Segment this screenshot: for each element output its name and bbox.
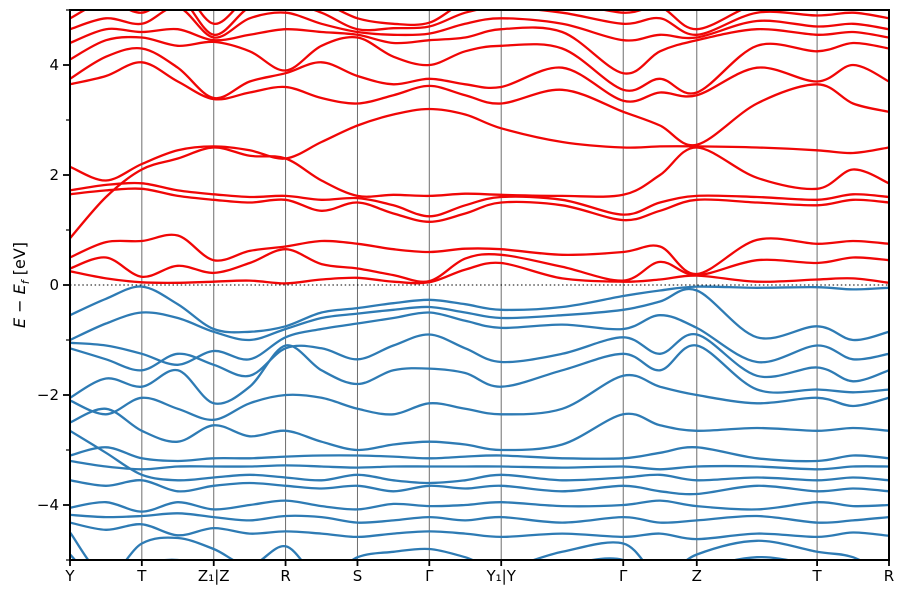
x-tick-label: T: [812, 567, 822, 585]
x-tick-label: Y₁|Y: [486, 567, 516, 585]
x-tick-label: Γ: [425, 567, 434, 585]
y-tick-label: −4: [36, 496, 59, 514]
y-tick-label: 4: [49, 56, 59, 74]
valence-band-curve: [70, 531, 863, 560]
x-tick-label: Γ: [619, 567, 628, 585]
conduction-band-curve: [70, 10, 889, 36]
valence-band-curve: [70, 479, 889, 496]
conduction-band-curve: [70, 261, 889, 285]
x-tick-label: T: [137, 567, 147, 585]
valence-band-curve: [70, 446, 889, 463]
x-tick-label: Z₁|Z: [197, 567, 230, 585]
valence-band-curve: [70, 512, 889, 524]
y-tick-label: 2: [49, 166, 59, 184]
conduction-band-curve: [70, 181, 889, 218]
valence-band-curve: [70, 333, 889, 383]
conduction-band-curve: [70, 46, 889, 103]
conduction-band-curve: [70, 35, 889, 95]
conduction-band-curve: [70, 10, 889, 42]
x-tick-label: R: [883, 567, 895, 585]
x-tick-label: S: [352, 567, 363, 585]
valence-band-curve: [70, 553, 794, 560]
valence-band-curve: [70, 459, 889, 471]
plot-area: [70, 10, 889, 560]
y-tick-label: −2: [36, 386, 59, 404]
x-tick-label: Z: [691, 567, 702, 585]
valence-band-curve: [70, 499, 889, 513]
conduction-band-curve: [70, 26, 889, 75]
x-tick-label: R: [280, 567, 291, 585]
x-tick-label: Y: [65, 567, 75, 585]
conduction-band-curve: [70, 61, 889, 147]
y-tick-label: 0: [49, 276, 59, 294]
valence-band-curve: [70, 521, 889, 541]
valence-band-curve: [70, 344, 889, 405]
conduction-band-curve: [70, 107, 889, 182]
